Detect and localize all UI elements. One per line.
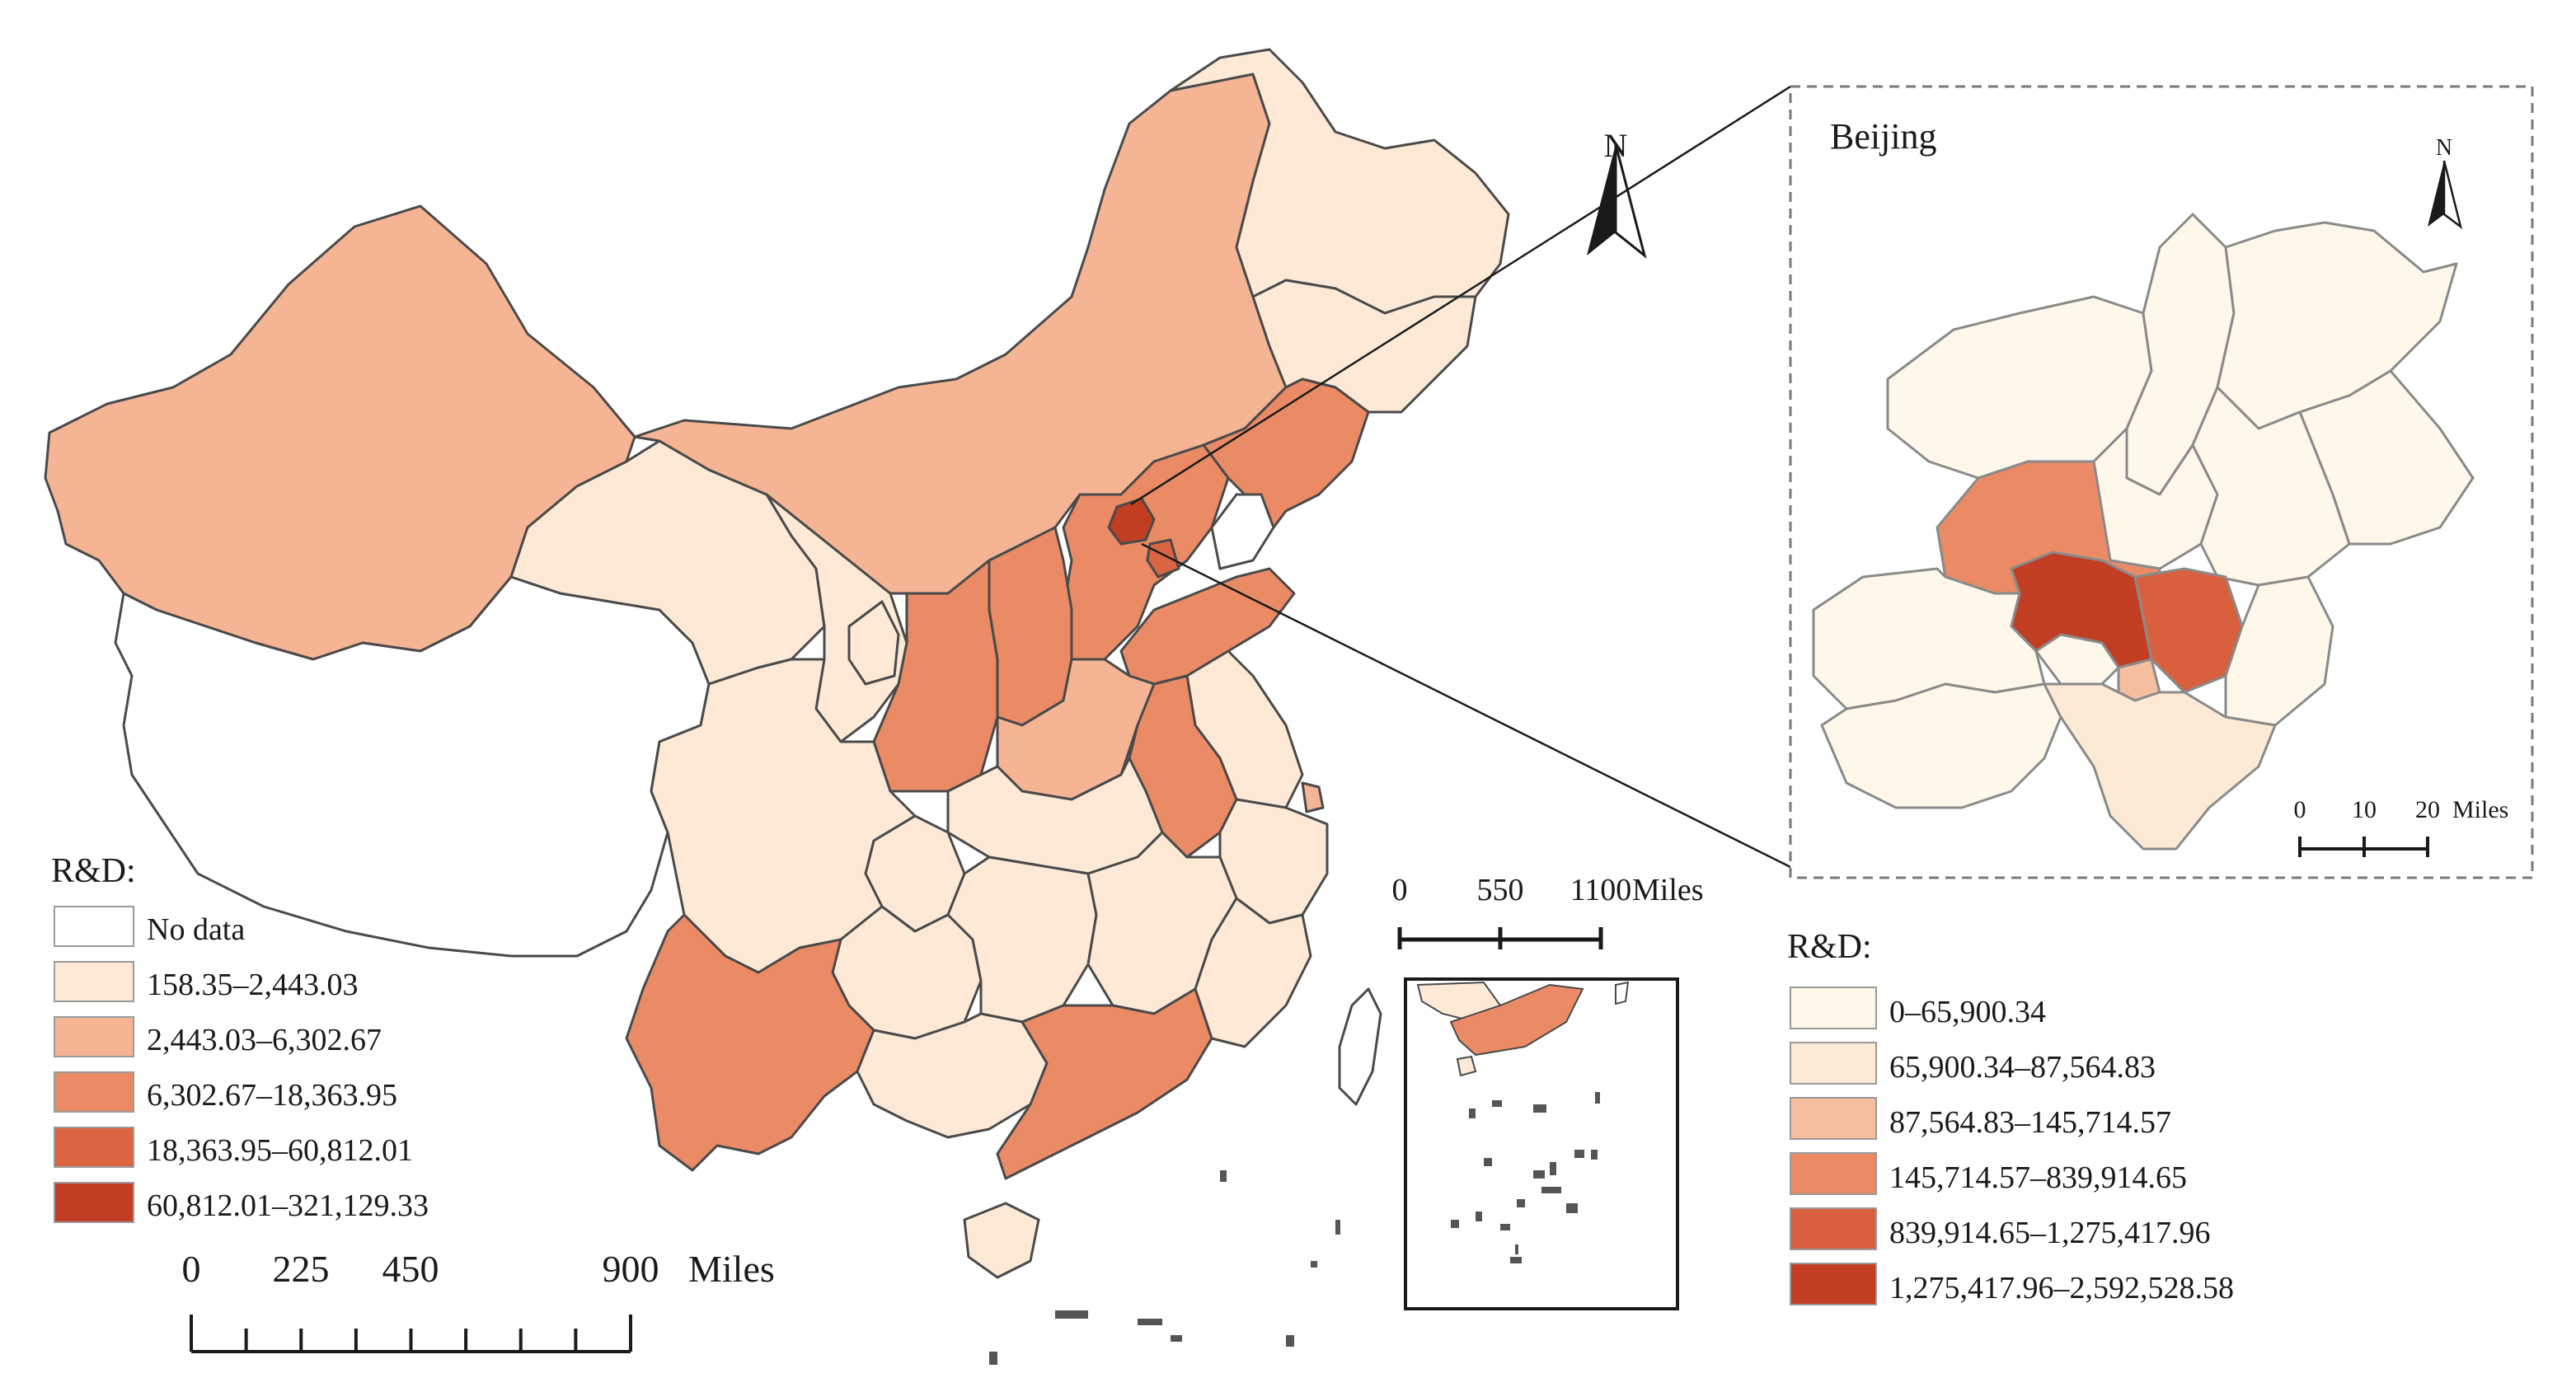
main-legend-swatch-0 — [54, 906, 134, 947]
beijing-inset: Beijing N 0 10 20 Miles — [1789, 85, 2534, 879]
main-legend-label-1: 158.35–2,443.03 — [147, 968, 359, 1002]
inset-title: Beijing — [1830, 116, 1937, 157]
main-legend-swatch-3 — [54, 1071, 134, 1113]
main-scale-tick-0: 0 — [182, 1248, 201, 1290]
region-taiwan — [1338, 987, 1382, 1106]
china-map — [44, 48, 1510, 1365]
main-legend-label-0: No data — [147, 912, 245, 947]
region-shanghai — [1301, 781, 1325, 813]
sea-inset-frame — [1404, 977, 1679, 1310]
inset-north-arrow: N — [2428, 135, 2463, 230]
main-legend-label-3: 6,302.67–18,363.95 — [147, 1078, 397, 1113]
sea-inset-hainan — [1456, 1055, 1477, 1077]
main-legend-swatch-5 — [54, 1182, 134, 1223]
region-shanxi — [988, 526, 1073, 727]
region-hebei — [1062, 443, 1230, 661]
inset-legend-swatch-1 — [1790, 1042, 1877, 1085]
bohai-sea — [1210, 493, 1275, 570]
main-legend-label-5: 60,812.01–321,129.33 — [147, 1188, 429, 1223]
inset-scale-tick-2: 20 — [2415, 796, 2440, 823]
sea-inset-islands — [1451, 1092, 1600, 1263]
main-legend: R&D: No data 158.35–2,443.03 2,443.03–6,30… — [51, 852, 429, 1223]
inset-legend: R&D: 0–65,900.34 65,900.34–87,564.83 87,56… — [1787, 928, 2234, 1305]
sea-scale-tick-1: 550 — [1477, 873, 1524, 907]
inset-legend-label-2: 87,564.83–145,714.57 — [1889, 1105, 2171, 1140]
main-scale-tick-1: 225 — [273, 1248, 330, 1290]
inset-legend-label-0: 0–65,900.34 — [1889, 995, 2046, 1029]
inset-legend-title: R&D: — [1787, 928, 1872, 966]
region-tianjin — [1146, 538, 1180, 579]
inset-scale-tick-0: 0 — [2294, 796, 2306, 823]
south-sea-inset: 0 550 1100 Miles — [1392, 873, 1704, 1310]
region-qinghai — [509, 439, 826, 686]
inset-legend-label-4: 839,914.65–1,275,417.96 — [1889, 1216, 2211, 1250]
sea-scale-tick-0: 0 — [1392, 873, 1408, 907]
inset-scale-tick-1: 10 — [2352, 796, 2377, 823]
region-yunnan — [625, 913, 875, 1172]
sea-scale-tick-2: 1100 — [1570, 873, 1632, 907]
inset-scale-bar: 0 10 20 Miles — [2294, 796, 2508, 857]
main-scale-unit: Miles — [688, 1248, 775, 1290]
inset-legend-label-5: 1,275,417.96–2,592,528.58 — [1889, 1271, 2234, 1305]
main-legend-swatch-1 — [54, 961, 134, 1002]
region-hainan — [963, 1202, 1040, 1279]
main-scale-bar: 0 225 450 900 Miles — [182, 1248, 775, 1353]
inset-legend-swatch-0 — [1790, 987, 1877, 1029]
main-scale-tick-2: 450 — [382, 1248, 439, 1290]
district-daxing — [2043, 682, 2277, 851]
inset-legend-label-3: 145,714.57–839,914.65 — [1889, 1160, 2187, 1195]
south-sea-islands — [989, 1170, 1340, 1365]
sea-inset-taiwan — [1615, 981, 1630, 1005]
inset-north-label: N — [2436, 135, 2452, 161]
main-legend-swatch-4 — [54, 1127, 134, 1168]
north-label: N — [1604, 127, 1628, 164]
inset-legend-swatch-3 — [1790, 1152, 1877, 1195]
district-shunyi — [2191, 386, 2351, 587]
main-legend-title: R&D: — [51, 852, 136, 890]
sea-inset-coast-guangdong — [1449, 983, 1584, 1057]
sea-scale-unit: Miles — [1632, 873, 1704, 907]
inset-scale-unit: Miles — [2452, 796, 2508, 823]
main-legend-swatch-2 — [54, 1016, 134, 1057]
north-arrow: N — [1587, 127, 1647, 259]
inset-legend-swatch-4 — [1790, 1207, 1877, 1250]
region-fujian — [1194, 897, 1312, 1048]
main-legend-label-2: 2,443.03–6,302.67 — [147, 1023, 382, 1057]
main-scale-tick-3: 900 — [603, 1248, 659, 1290]
region-ningxia — [847, 600, 900, 686]
main-legend-label-4: 18,363.95–60,812.01 — [147, 1133, 413, 1168]
inset-connector-lines — [1130, 85, 1791, 869]
inset-legend-swatch-5 — [1790, 1263, 1877, 1305]
region-guangdong — [996, 987, 1213, 1180]
inset-legend-label-1: 65,900.34–87,564.83 — [1889, 1050, 2156, 1085]
inset-legend-swatch-2 — [1790, 1097, 1877, 1140]
region-guangxi — [856, 1012, 1049, 1139]
